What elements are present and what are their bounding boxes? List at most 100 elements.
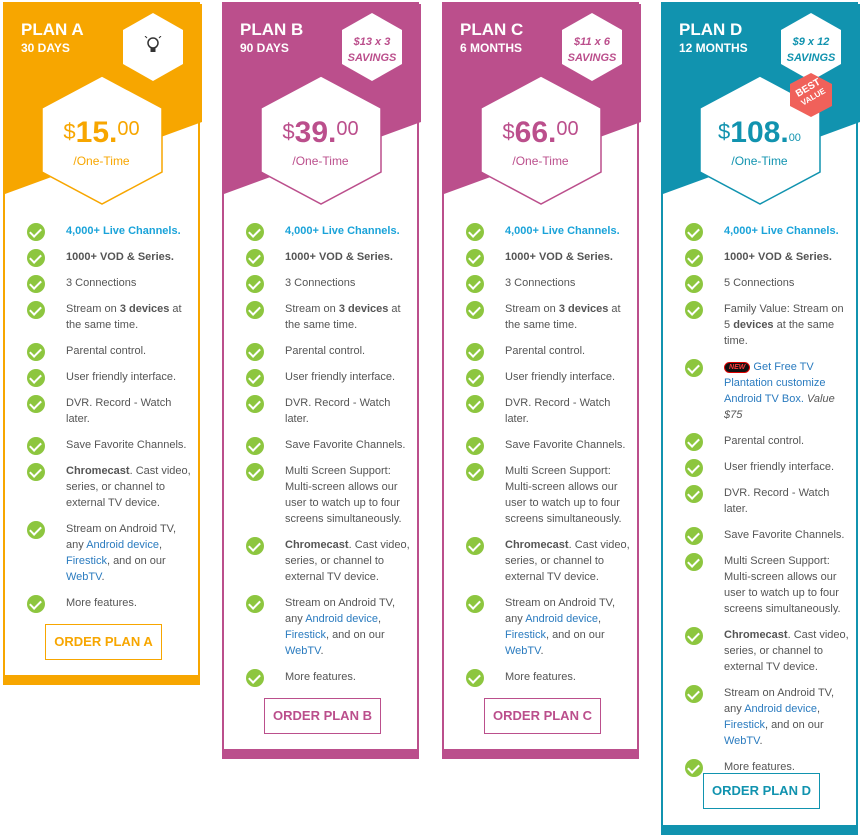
feature-item: More features. [663, 759, 856, 777]
check-icon [27, 223, 45, 241]
currency-symbol: $ [718, 119, 731, 144]
order-plan-b-button[interactable]: ORDER PLAN B [264, 698, 381, 734]
check-icon [246, 369, 264, 387]
check-icon [246, 275, 264, 293]
feature-item: More features. [5, 595, 198, 613]
best-value-badge: BEST VALUE [788, 72, 834, 118]
price-amount: 66. [514, 116, 557, 149]
webtv-link[interactable]: WebTV [66, 571, 102, 583]
check-icon [685, 301, 703, 319]
check-icon [466, 343, 484, 361]
feature-item: 4,000+ Live Channels. [5, 223, 198, 241]
currency-symbol: $ [282, 119, 295, 144]
check-icon [466, 249, 484, 267]
check-icon [466, 595, 484, 613]
order-plan-a-button[interactable]: ORDER PLAN A [45, 624, 162, 660]
feature-list: 4,000+ Live Channels. 1000+ VOD & Series… [5, 223, 198, 621]
check-icon [685, 485, 703, 503]
feature-item: 1000+ VOD & Series. [5, 249, 198, 267]
feature-item: User friendly interface. [5, 369, 198, 387]
plan-header: PLAN D 12 MONTHS $9 x 12 SAVINGS $108.00 … [663, 4, 860, 205]
plan-name: PLAN D [679, 20, 743, 39]
feature-list: 4,000+ Live Channels. 1000+ VOD & Series… [224, 223, 417, 695]
check-icon [466, 275, 484, 293]
plan-header: PLAN A 30 DAYS $15.00 /One-Time [5, 4, 202, 205]
plan-duration: 30 DAYS [21, 41, 70, 55]
check-icon [27, 463, 45, 481]
android-device-link[interactable]: Android device [744, 703, 817, 715]
webtv-link[interactable]: WebTV [285, 645, 321, 657]
firestick-link[interactable]: Firestick [66, 555, 107, 567]
check-icon [246, 537, 264, 555]
feature-item: More features. [444, 669, 637, 687]
feature-item: Stream on Android TV, any Android device… [663, 685, 856, 749]
free-tv-box-link[interactable]: Get Free TV Plantation customize Android… [724, 361, 826, 405]
feature-item: DVR. Record - Watch later. [663, 485, 856, 517]
check-icon [685, 359, 703, 377]
feature-item: DVR. Record - Watch later. [224, 395, 417, 427]
check-icon [27, 521, 45, 539]
price-amount: 39. [294, 116, 337, 149]
price-amount: 108. [730, 116, 789, 149]
firestick-link[interactable]: Firestick [724, 719, 765, 731]
check-icon [27, 301, 45, 319]
check-icon [246, 463, 264, 481]
webtv-link[interactable]: WebTV [505, 645, 541, 657]
android-device-link[interactable]: Android device [525, 613, 598, 625]
feature-item: Save Favorite Channels. [5, 437, 198, 455]
check-icon [466, 669, 484, 687]
price: $66.00 [475, 116, 607, 150]
feature-item: Parental control. [5, 343, 198, 361]
check-icon [685, 249, 703, 267]
feature-item: 4,000+ Live Channels. [224, 223, 417, 241]
feature-item: Family Value: Stream on 5 devices at the… [663, 301, 856, 349]
feature-item: Parental control. [444, 343, 637, 361]
plan-duration: 90 DAYS [240, 41, 289, 55]
android-device-link[interactable]: Android device [86, 539, 159, 551]
check-icon [27, 369, 45, 387]
feature-item: 4,000+ Live Channels. [663, 223, 856, 241]
new-badge: NEW [724, 361, 751, 373]
price: $15.00 [36, 116, 168, 150]
check-icon [246, 249, 264, 267]
feature-item: User friendly interface. [663, 459, 856, 477]
feature-item: 1000+ VOD & Series. [663, 249, 856, 267]
plan-card-c: PLAN C 6 MONTHS $11 x 6 SAVINGS $66.00 /O… [442, 2, 641, 759]
icon-badge [122, 12, 184, 82]
plan-header: PLAN B 90 DAYS $13 x 3 SAVINGS $39.00 /On… [224, 4, 421, 205]
order-plan-c-button[interactable]: ORDER PLAN C [484, 698, 601, 734]
feature-item: Stream on 3 devices at the same time. [224, 301, 417, 333]
check-icon [246, 395, 264, 413]
feature-item: Stream on Android TV, any Android device… [224, 595, 417, 659]
feature-item: 3 Connections [5, 275, 198, 293]
firestick-link[interactable]: Firestick [505, 629, 546, 641]
feature-item: Multi Screen Support: Multi-screen allow… [224, 463, 417, 527]
feature-item: Stream on 3 devices at the same time. [5, 301, 198, 333]
webtv-link[interactable]: WebTV [724, 735, 760, 747]
feature-item: Save Favorite Channels. [224, 437, 417, 455]
order-plan-d-button[interactable]: ORDER PLAN D [703, 773, 820, 809]
price-cents: 00 [788, 132, 801, 144]
feature-item: User friendly interface. [444, 369, 637, 387]
feature-item: Stream on 3 devices at the same time. [444, 301, 637, 333]
feature-item: 3 Connections [224, 275, 417, 293]
feature-item: Save Favorite Channels. [444, 437, 637, 455]
price: $108.00 [694, 116, 826, 150]
feature-item: Chromecast. Cast video, series, or chann… [663, 627, 856, 675]
android-device-link[interactable]: Android device [305, 613, 378, 625]
plan-name: PLAN C [460, 20, 524, 39]
feature-item: DVR. Record - Watch later. [444, 395, 637, 427]
check-icon [246, 437, 264, 455]
currency-symbol: $ [63, 119, 76, 144]
check-icon [246, 343, 264, 361]
plan-duration: 6 MONTHS [460, 41, 523, 55]
plan-card-d: PLAN D 12 MONTHS $9 x 12 SAVINGS $108.00 … [661, 2, 860, 835]
check-icon [685, 275, 703, 293]
savings-rate: $9 x 12 [792, 36, 830, 48]
check-icon [27, 249, 45, 267]
firestick-link[interactable]: Firestick [285, 629, 326, 641]
price-amount: 15. [75, 116, 118, 149]
price-cents: 00 [336, 118, 359, 140]
feature-item: 1000+ VOD & Series. [444, 249, 637, 267]
plan-card-a: PLAN A 30 DAYS $15.00 /One-Time 4,000+ L… [3, 2, 202, 685]
